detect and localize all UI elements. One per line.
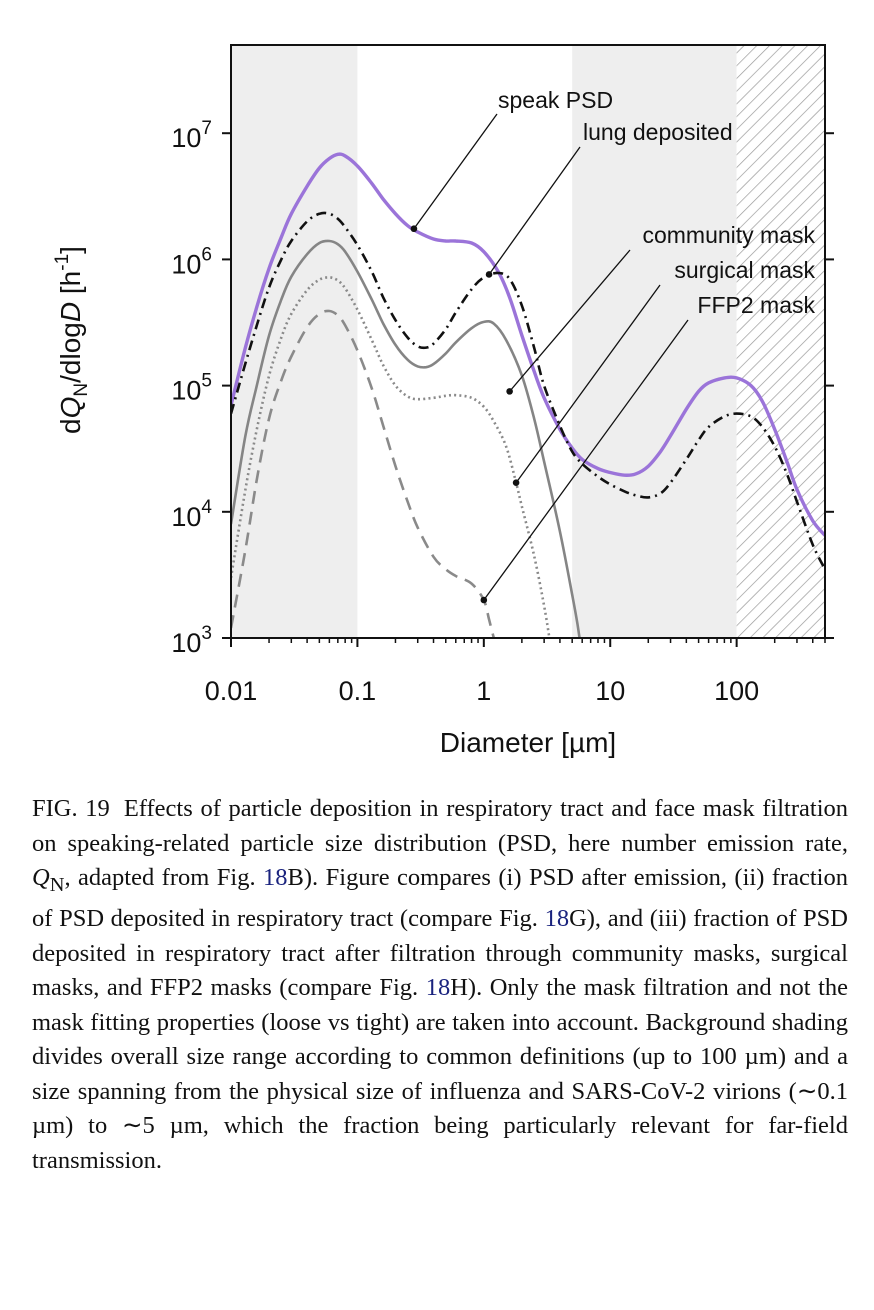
caption-symbol-sub: N <box>49 873 65 896</box>
y-tick-label: 106 <box>171 244 212 279</box>
x-tick-label: 0.1 <box>339 676 377 706</box>
figure-reference-link[interactable]: 18 <box>544 905 570 933</box>
caption-symbol: Q <box>32 864 50 891</box>
annotation-label: community mask <box>642 222 815 248</box>
y-tick-label: 107 <box>171 118 212 153</box>
series-line-lung-deposited <box>231 211 825 570</box>
series-layer <box>231 152 825 638</box>
annotation-marker <box>512 479 520 487</box>
hatched-region <box>736 45 825 638</box>
caption-text: H). Only the mask filtration and not the… <box>32 974 849 1174</box>
figure-reference-link[interactable]: 18 <box>425 974 451 1002</box>
y-axis-title: dQN/dlogD [h-1] <box>52 246 92 434</box>
x-tick-label: 1 <box>476 676 491 706</box>
annotation-leader-line <box>488 146 581 275</box>
y-tick-label: 103 <box>171 623 212 658</box>
series-line-community-mask <box>231 239 581 638</box>
annotation-label: speak PSD <box>498 87 613 113</box>
y-tick-label: 105 <box>171 371 212 406</box>
annotation-label: surgical mask <box>674 257 815 283</box>
series-line-ffp2-mask <box>231 309 496 638</box>
x-axis-title: Diameter [µm] <box>440 727 616 758</box>
annotation-leader-line <box>509 249 631 392</box>
caption-text: , adapted from Fig. <box>64 864 264 891</box>
shaded-region <box>572 45 737 638</box>
plot-frame <box>230 44 826 639</box>
x-tick-label: 0.01 <box>205 676 258 706</box>
annotation-marker <box>410 225 418 233</box>
y-tick-label: 104 <box>171 497 212 532</box>
annotation-label: lung deposited <box>583 119 733 145</box>
x-tick-label: 100 <box>714 676 759 706</box>
annotations: speak PSD lung deposited community mask sur… <box>410 87 815 604</box>
annotation-leader-line <box>483 319 689 601</box>
background-regions <box>231 45 825 638</box>
chart: speak PSD lung deposited community mask sur… <box>52 44 834 758</box>
x-tick-label: 10 <box>595 676 625 706</box>
shaded-region <box>231 45 358 638</box>
caption-text: G), and (iii) fraction of PSD deposited … <box>32 905 848 1002</box>
annotation-marker <box>485 271 493 278</box>
caption-text: B). Figure compares (i) PSD after emissi… <box>32 864 848 933</box>
y-axis: 103 104 105 106 107 <box>171 118 834 658</box>
figure-caption: FIG. 19 Effects of particle deposition in… <box>32 792 848 1178</box>
figure-reference-link[interactable]: 18 <box>263 864 288 891</box>
annotation-marker <box>480 596 488 604</box>
caption-label: FIG. 19 <box>32 795 110 822</box>
series-line-speak-psd <box>231 152 825 537</box>
annotation-leader-line <box>515 284 661 484</box>
annotation-marker <box>506 388 513 395</box>
x-axis: 0.01 0.1 1 10 100 <box>205 638 826 706</box>
annotation-leader-line <box>413 113 498 230</box>
annotation-label: FFP2 mask <box>697 292 815 318</box>
caption-text: Effects of particle deposition in respir… <box>32 795 848 857</box>
